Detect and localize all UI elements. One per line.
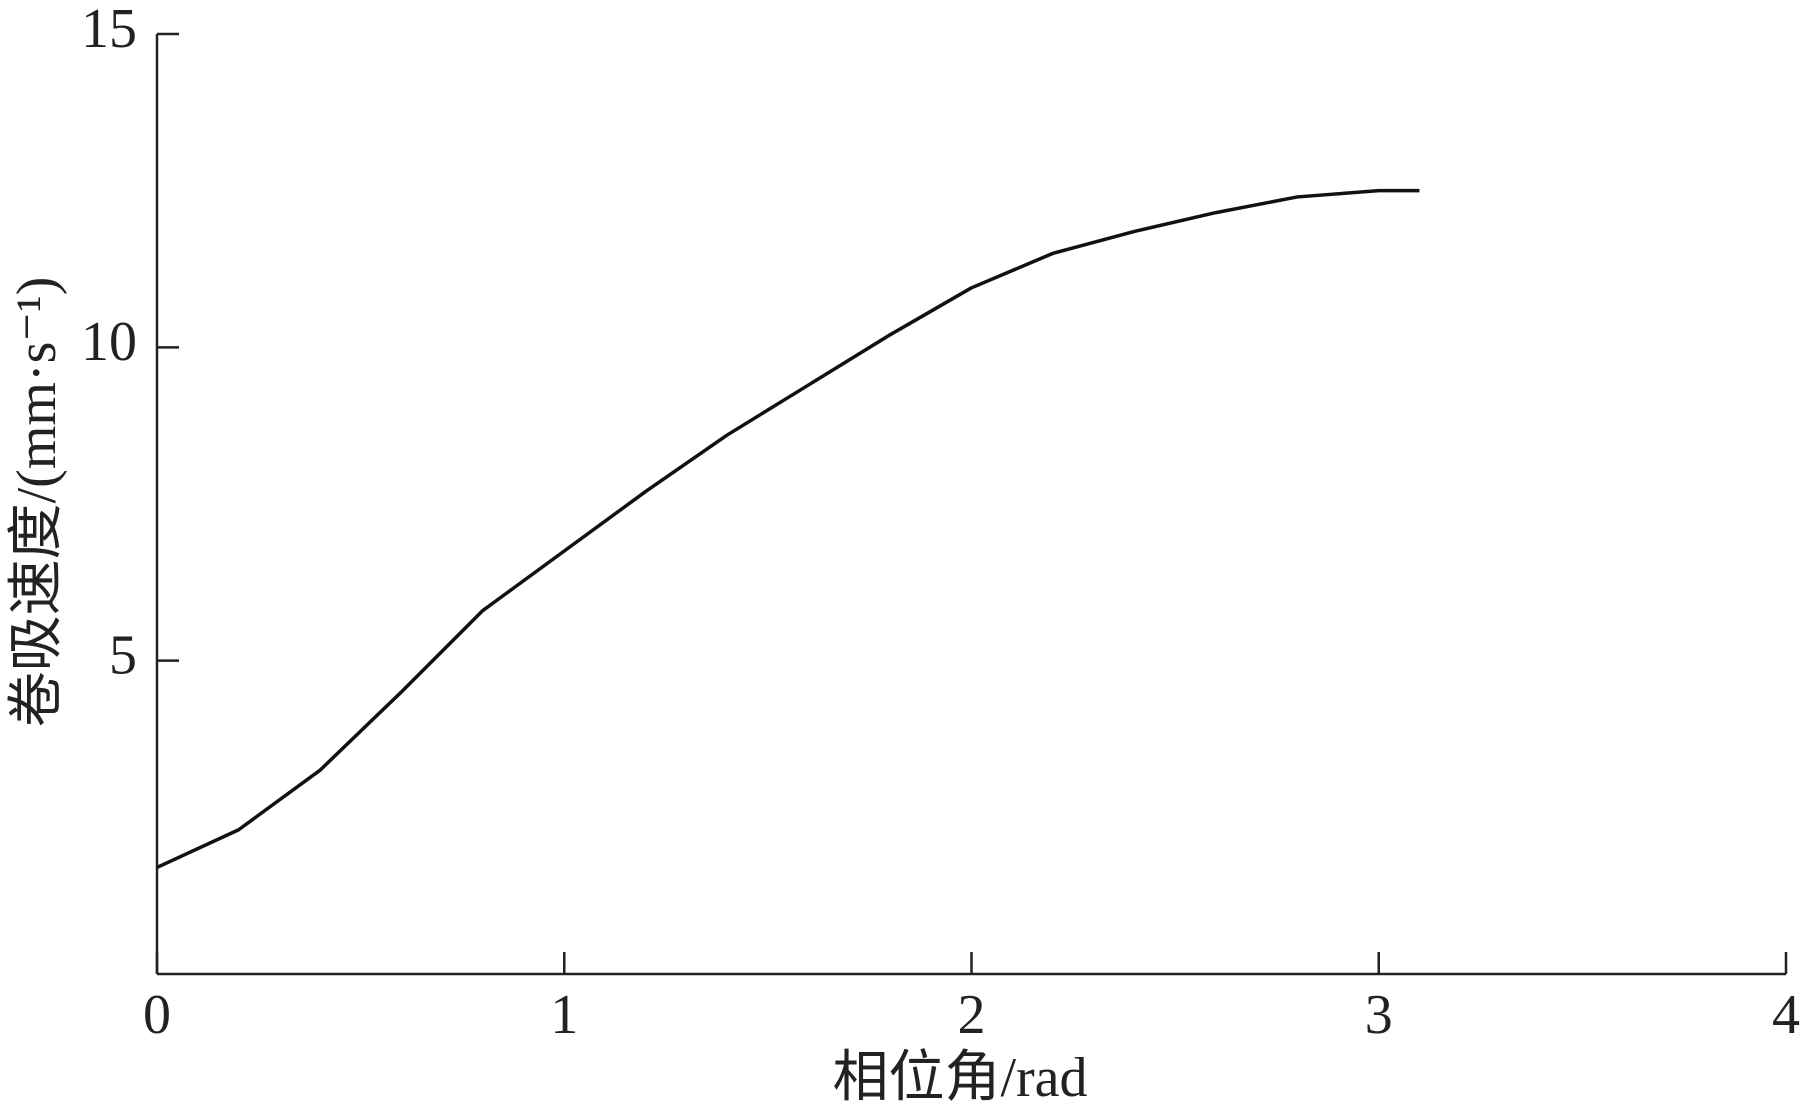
data-line bbox=[156, 188, 1420, 870]
x-tick-label: 1 bbox=[550, 984, 578, 1046]
y-tick-label: 10 bbox=[81, 311, 137, 373]
x-axis-label: 相位角/rad bbox=[832, 1047, 1087, 1109]
x-tick-label: 4 bbox=[1772, 984, 1800, 1046]
y-axis-label: 卷吸速度/(mm·s⁻¹) bbox=[6, 277, 68, 728]
x-tick-label: 2 bbox=[958, 984, 986, 1046]
y-tick-label: 15 bbox=[81, 0, 137, 60]
x-tick-label: 3 bbox=[1365, 984, 1393, 1046]
y-tick-label: 5 bbox=[109, 625, 137, 687]
x-tick-label: 0 bbox=[143, 984, 171, 1046]
